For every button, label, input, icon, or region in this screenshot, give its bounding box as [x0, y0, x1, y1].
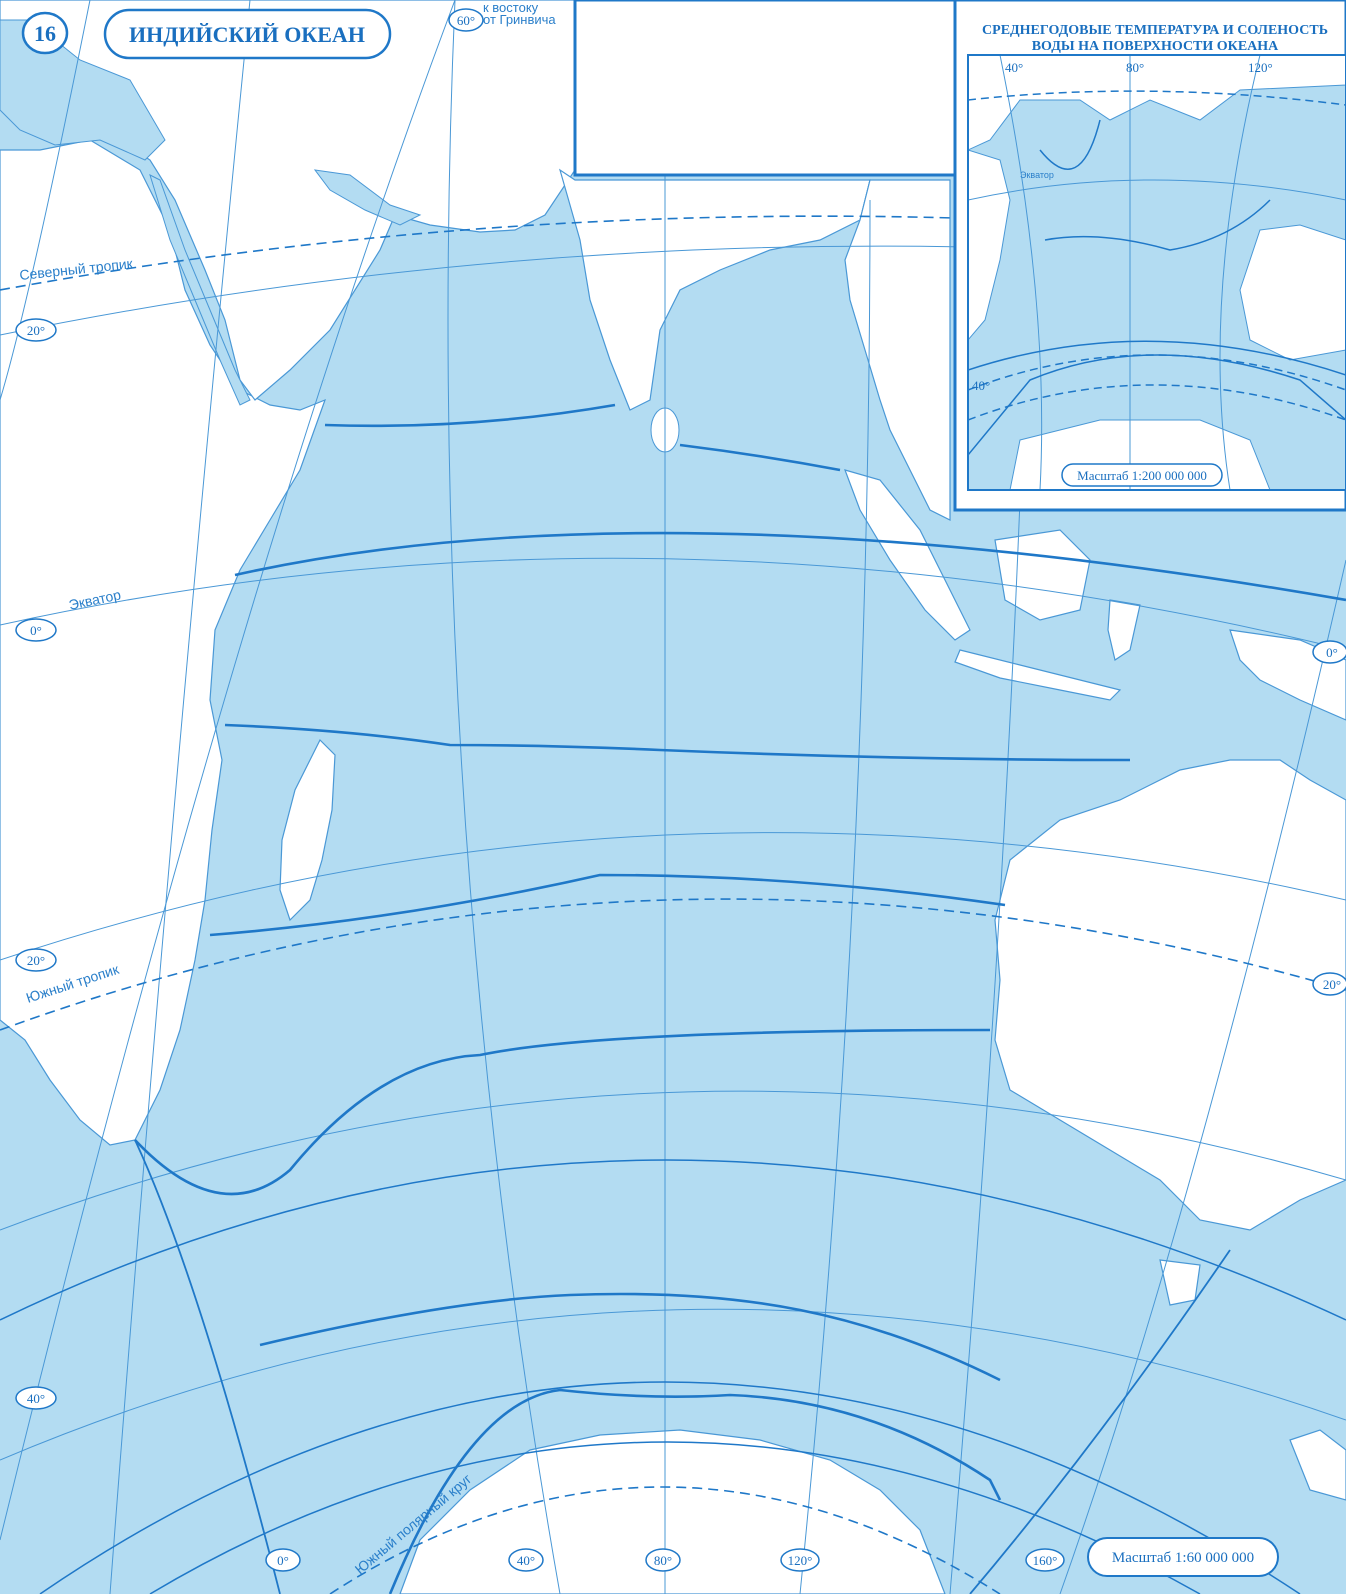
isolines: [134, 403, 1346, 1594]
new-zealand: [1289, 1429, 1346, 1501]
mediterranean-sea: [0, 19, 166, 161]
svg-text:20°: 20°: [1323, 977, 1341, 992]
inset-lon-120: 120°: [1248, 60, 1273, 75]
inset-title-line1: СРЕДНЕГОДОВЫЕ ТЕМПЕРАТУРА И СОЛЕНОСТЬ: [982, 23, 1328, 38]
svg-text:40°: 40°: [517, 1553, 535, 1568]
lat-mark-0: 0°: [15, 618, 57, 642]
lon-mark-40: 40°: [508, 1548, 544, 1572]
inset-blank-box: [573, 0, 957, 177]
svg-text:0°: 0°: [277, 1553, 289, 1568]
title-badge: ИНДИЙСКИЙ ОКЕАН: [103, 8, 392, 60]
madagascar: [279, 738, 336, 922]
svg-text:20°: 20°: [27, 323, 45, 338]
svg-text:0°: 0°: [1326, 645, 1338, 660]
inset-map: [968, 55, 1346, 490]
sulawesi: [1107, 599, 1141, 661]
parallels: [0, 245, 1346, 1461]
lat-mark-20s: 20°: [15, 948, 57, 972]
inset-title-line2: ВОДЫ НА ПОВЕРХНОСТИ ОКЕАНА: [1032, 39, 1279, 54]
map-title: ИНДИЙСКИЙ ОКЕАН: [129, 22, 365, 47]
australia-landmass: [994, 759, 1346, 1231]
svg-text:120°: 120°: [788, 1553, 813, 1568]
svg-text:60°: 60°: [457, 13, 475, 28]
right-mark-0: 0°: [1312, 640, 1346, 664]
inset-equator-label: Экватор: [1020, 170, 1054, 180]
indochina-landmass: [844, 179, 951, 521]
lat-mark-40s: 40°: [15, 1386, 57, 1410]
svg-text:80°: 80°: [654, 1553, 672, 1568]
lat-mark-20n: 20°: [15, 318, 57, 342]
inset-lon-40: 40°: [1005, 60, 1023, 75]
persian-gulf: [313, 169, 422, 226]
svg-text:20°: 20°: [27, 953, 45, 968]
svg-text:40°: 40°: [27, 1391, 45, 1406]
lon-mark-60: 60°: [448, 8, 484, 32]
map-scale: Масштаб 1:60 000 000: [1112, 1550, 1254, 1566]
page-number: 16: [34, 21, 56, 46]
right-mark-20: 20°: [1312, 972, 1346, 996]
red-sea: [149, 174, 251, 406]
svg-text:0°: 0°: [30, 623, 42, 638]
lon-mark-160: 160°: [1025, 1548, 1065, 1572]
page-number-badge: 16: [21, 11, 69, 55]
inset-scale-badge: Масштаб 1:200 000 000: [1061, 463, 1223, 487]
lon-mark-80: 80°: [645, 1548, 681, 1572]
dashed-tropics: [0, 215, 1346, 1594]
lon-mark-120: 120°: [780, 1548, 820, 1572]
greenwich-note-line2: от Гринвича: [483, 12, 556, 27]
java: [954, 649, 1122, 701]
greenwich-note-line1: к востоку: [483, 0, 539, 15]
ice-edge-line: [134, 1139, 1231, 1594]
inset-lon-80: 80°: [1126, 60, 1144, 75]
polar-arcs: [0, 1159, 1346, 1594]
svg-text:160°: 160°: [1033, 1553, 1058, 1568]
inset-scale: Масштаб 1:200 000 000: [1077, 468, 1207, 483]
inset-lat-40: 40°: [972, 378, 990, 393]
scale-badge: Масштаб 1:60 000 000: [1087, 1537, 1279, 1577]
lon-mark-0-bottom: 0°: [265, 1548, 301, 1572]
sumatra: [844, 469, 971, 641]
